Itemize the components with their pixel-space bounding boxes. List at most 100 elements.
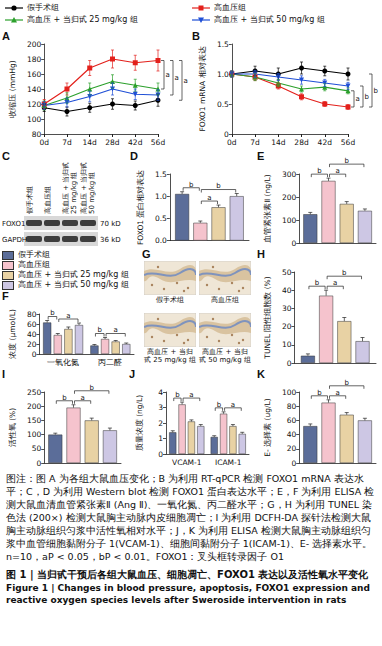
svg-text:血管紧张素Ⅱ (ng/L): 血管紧张素Ⅱ (ng/L) [263,174,272,242]
svg-text:b: b [342,269,347,277]
svg-text:一氧化氮: 一氧化氮 [47,358,79,367]
svg-text:250: 250 [27,388,42,397]
svg-text:100: 100 [282,216,297,225]
svg-text:3: 3 [158,403,163,412]
svg-text:80: 80 [27,310,37,319]
svg-text:收缩压 (mmHg): 收缩压 (mmHg) [8,60,17,117]
svg-text:质量浓度 (ng/L): 质量浓度 (ng/L) [135,395,144,452]
svg-text:b: b [315,279,320,287]
svg-text:42d: 42d [318,138,333,147]
svg-text:40: 40 [287,430,297,439]
svg-text:1: 1 [158,434,163,443]
svg-text:FOXO1: FOXO1 [2,220,25,228]
svg-text:浓度 (μmol/L): 浓度 (μmol/L) [8,309,17,359]
svg-text:50: 50 [282,268,292,277]
svg-text:a: a [335,167,339,175]
svg-text:0d: 0d [39,138,49,147]
svg-text:0: 0 [291,239,296,248]
svg-text:200: 200 [282,193,297,202]
svg-text:a: a [333,279,337,287]
svg-text:b: b [317,167,322,175]
svg-text:28d: 28d [105,138,120,147]
svg-text:100: 100 [27,115,42,124]
svg-text:b: b [217,401,222,409]
svg-text:28d: 28d [294,138,309,147]
svg-text:a: a [66,312,70,320]
svg-text:70 kD: 70 kD [100,220,121,228]
svg-text:b: b [317,389,322,397]
svg-text:b: b [189,181,194,189]
svg-text:b: b [89,384,94,392]
svg-text:36 kD: 36 kD [100,236,121,244]
svg-text:b: b [50,309,55,317]
svg-text:60: 60 [27,320,37,329]
svg-text:FOXO1 mRNA 相对表达: FOXO1 mRNA 相对表达 [198,46,207,131]
svg-text:GAPDH: GAPDH [2,236,27,244]
svg-text:200: 200 [27,402,42,411]
svg-text:b: b [365,93,370,101]
svg-text:200: 200 [27,40,42,49]
svg-text:b: b [62,394,67,402]
svg-text:30: 30 [282,304,292,313]
svg-text:a: a [175,74,179,82]
svg-text:a: a [335,389,339,397]
svg-text:0: 0 [291,459,296,468]
svg-text:b: b [216,182,221,190]
svg-text:1.5: 1.5 [217,40,229,49]
svg-text:0.0: 0.0 [155,236,167,245]
svg-text:14d: 14d [271,138,286,147]
svg-text:100: 100 [27,430,42,439]
svg-text:b: b [344,379,349,387]
svg-text:a: a [231,401,235,409]
svg-text:1.0: 1.0 [217,70,229,79]
svg-text:20: 20 [27,340,37,349]
svg-text:56d: 56d [341,138,356,147]
svg-text:VCAM-1: VCAM-1 [172,458,202,467]
svg-text:100: 100 [282,388,297,397]
svg-text:0: 0 [158,450,163,459]
svg-text:a: a [184,77,188,85]
svg-text:b: b [98,326,103,334]
svg-text:56d: 56d [151,138,166,147]
svg-text:42d: 42d [128,138,143,147]
svg-text:活性氧 (%): 活性氧 (%) [8,408,17,447]
svg-text:a: a [189,391,193,399]
svg-text:FOXO1 蛋白相对表达: FOXO1 蛋白相对表达 [136,170,145,245]
svg-text:120: 120 [27,100,42,109]
svg-text:0: 0 [32,350,37,359]
svg-text:160: 160 [27,70,42,79]
svg-text:300: 300 [282,170,297,179]
svg-text:40: 40 [282,286,292,295]
svg-text:4: 4 [158,388,163,397]
svg-text:b: b [374,87,379,95]
svg-text:a: a [166,71,170,79]
svg-text:a: a [80,394,84,402]
svg-text:0.5: 0.5 [155,214,167,223]
svg-text:2: 2 [158,419,163,428]
svg-text:50: 50 [32,444,42,453]
svg-text:20: 20 [287,444,297,453]
svg-text:0: 0 [36,459,41,468]
svg-text:7d: 7d [250,138,260,147]
svg-text:1.0: 1.0 [155,192,167,201]
svg-text:0.5: 0.5 [217,100,229,109]
svg-text:150: 150 [27,416,42,425]
svg-text:60: 60 [287,416,297,425]
svg-text:ICAM-1: ICAM-1 [215,458,242,467]
svg-text:TUNEL 阳性细胞数 (%): TUNEL 阳性细胞数 (%) [263,276,272,359]
svg-text:80: 80 [287,402,297,411]
svg-text:14d: 14d [83,138,98,147]
svg-text:0d: 0d [227,138,237,147]
svg-text:20: 20 [282,322,292,331]
svg-text:a: a [207,194,211,202]
svg-text:40: 40 [27,330,37,339]
svg-text:10: 10 [282,340,292,349]
svg-text:a: a [114,326,118,334]
svg-text:E- 选择素 (ug/L): E- 选择素 (ug/L) [263,398,272,456]
svg-text:7d: 7d [62,138,72,147]
svg-text:140: 140 [27,85,42,94]
svg-text:180: 180 [27,55,42,64]
svg-text:b: b [175,391,180,399]
svg-text:1.5: 1.5 [155,170,167,179]
svg-text:0: 0 [287,359,292,368]
